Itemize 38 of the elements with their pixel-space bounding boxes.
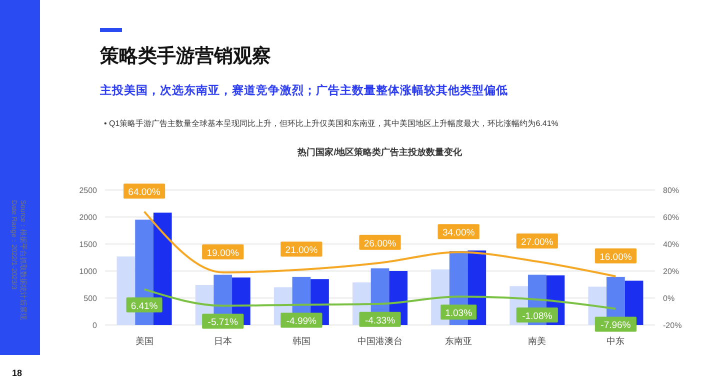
text: • Q1策略手游广告主数量全球基本呈现同比上升，但环比上升仅美国和东南亚，其中美国地区上升幅度最大，环比涨幅约为6.41% — [104, 119, 558, 128]
y-tick-label: 1500 — [79, 240, 98, 249]
data-label: -4.33% — [364, 315, 396, 326]
y-tick-label: 1000 — [79, 267, 98, 276]
data-label: 21.00% — [285, 245, 318, 256]
data-label: -7.96% — [600, 320, 632, 332]
y-tick-label: 2500 — [79, 186, 98, 195]
text: 热门国家/地区策略类广告主投放数量变化 — [296, 147, 464, 157]
y-tick-label: 2000 — [79, 213, 98, 222]
y2-tick-label: 80% — [663, 186, 680, 195]
y2-tick-label: 60% — [663, 213, 680, 222]
text: 18 — [12, 368, 22, 378]
x-tick-label: 南美 — [528, 336, 546, 346]
data-label: 6.41% — [130, 300, 158, 312]
y2-tick-label: 0% — [663, 294, 675, 303]
x-tick-label: 韩国 — [292, 336, 310, 346]
x-tick-label: 东南亚 — [445, 336, 472, 346]
chart-title: 策略类手游营销观察 — [99, 45, 271, 67]
data-label: -4.99% — [286, 316, 318, 328]
data-label: 1.03% — [445, 308, 473, 320]
data-label: 27.00% — [521, 237, 554, 248]
data-label: 19.00% — [206, 248, 240, 259]
y-tick-label: 500 — [84, 294, 98, 303]
x-tick-label: 日本 — [214, 336, 232, 346]
x-tick-label: 美国 — [135, 336, 154, 346]
y2-tick-label: 20% — [663, 267, 680, 276]
y-tick-label: 0 — [92, 321, 98, 330]
data-label: 26.00% — [364, 238, 397, 250]
x-tick-label: 中国港澳台 — [358, 336, 402, 346]
y2-tick-label: -20% — [663, 321, 682, 330]
data-label: 64.00% — [128, 187, 161, 198]
data-label: 34.00% — [442, 228, 476, 239]
x-tick-label: 中东 — [606, 336, 625, 346]
data-label: 16.00% — [600, 252, 632, 263]
data-label: -1.08% — [522, 310, 553, 322]
chart-subtitle: 主投美国，次选东南亚，赛道竞争激烈；广告主数量整体涨幅较其他类型偏低 — [99, 83, 508, 97]
data-label: -5.71% — [208, 317, 238, 328]
y2-tick-label: 40% — [663, 240, 680, 249]
